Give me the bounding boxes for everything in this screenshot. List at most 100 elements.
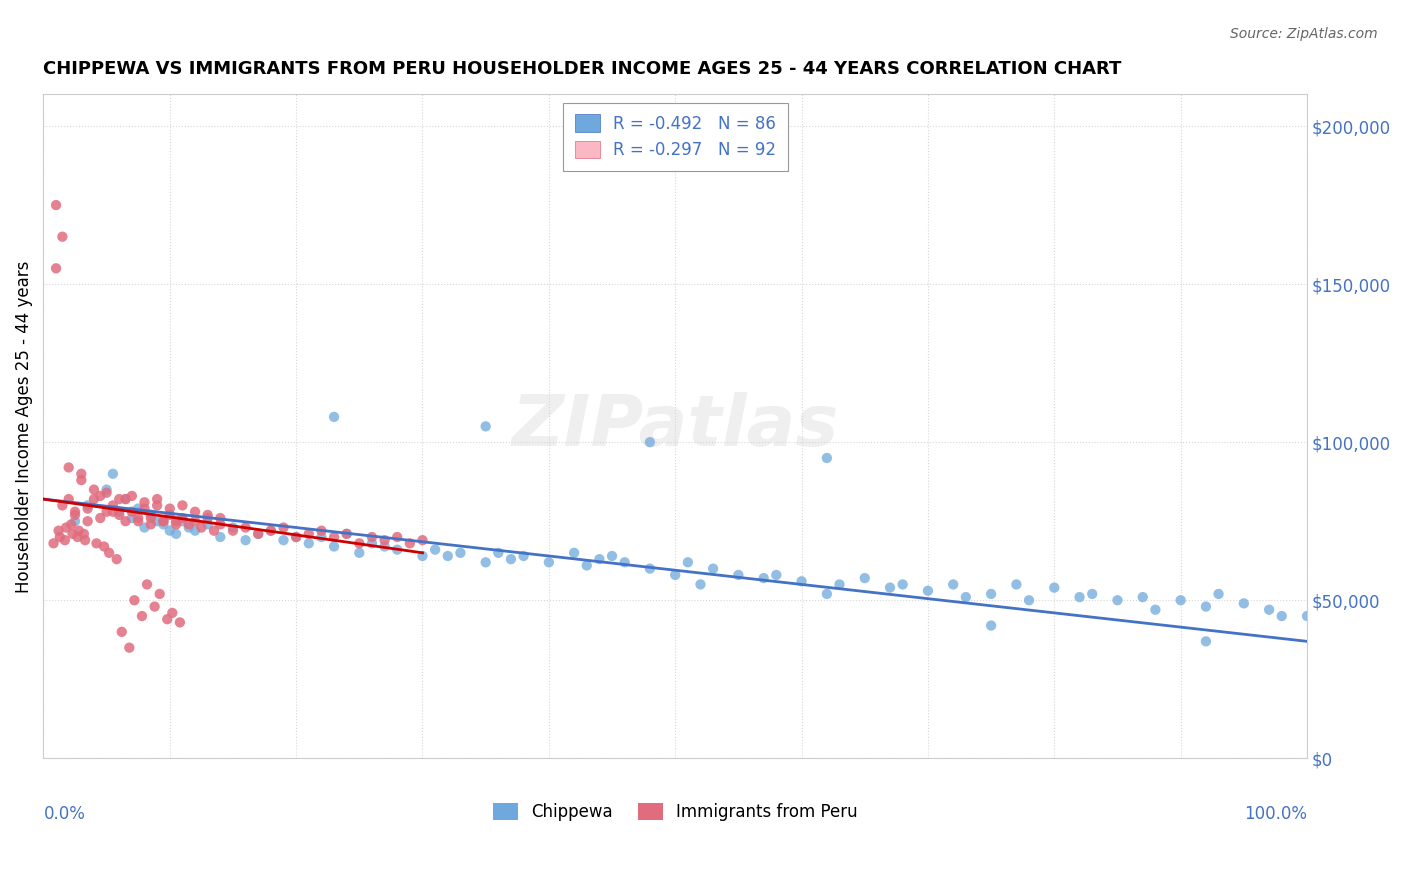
- Point: [349, 536, 371, 550]
- Point: [108, 508, 131, 522]
- Point: [53, 533, 76, 548]
- Point: [222, 520, 245, 534]
- Point: [51, 499, 73, 513]
- Point: [177, 517, 200, 532]
- Point: [202, 524, 225, 538]
- Point: [76, 514, 98, 528]
- Point: [159, 501, 181, 516]
- Point: [980, 618, 1002, 632]
- Point: [879, 581, 901, 595]
- Point: [76, 499, 98, 513]
- Point: [66, 530, 89, 544]
- Point: [152, 514, 174, 528]
- Point: [562, 546, 585, 560]
- Point: [96, 485, 118, 500]
- Point: [1170, 593, 1192, 607]
- Point: [152, 514, 174, 528]
- Point: [63, 508, 86, 522]
- Point: [285, 530, 308, 544]
- Point: [336, 526, 359, 541]
- Point: [165, 517, 187, 532]
- Point: [689, 577, 711, 591]
- Point: [73, 526, 96, 541]
- Point: [139, 508, 162, 522]
- Point: [165, 526, 187, 541]
- Point: [89, 511, 111, 525]
- Point: [209, 511, 232, 525]
- Point: [127, 511, 149, 525]
- Point: [146, 492, 169, 507]
- Point: [184, 514, 207, 528]
- Point: [169, 615, 191, 630]
- Point: [162, 606, 184, 620]
- Point: [58, 460, 80, 475]
- Point: [98, 546, 121, 560]
- Point: [891, 577, 914, 591]
- Point: [411, 533, 433, 548]
- Legend: Chippewa, Immigrants from Peru: Chippewa, Immigrants from Peru: [485, 795, 866, 830]
- Point: [361, 536, 384, 550]
- Point: [172, 499, 194, 513]
- Point: [613, 555, 636, 569]
- Point: [45, 198, 67, 212]
- Point: [349, 546, 371, 560]
- Point: [1144, 603, 1167, 617]
- Point: [436, 549, 458, 563]
- Point: [676, 555, 699, 569]
- Point: [298, 526, 321, 541]
- Point: [499, 552, 522, 566]
- Point: [474, 419, 496, 434]
- Point: [108, 505, 131, 519]
- Point: [149, 587, 172, 601]
- Point: [815, 587, 838, 601]
- Point: [156, 612, 179, 626]
- Point: [55, 520, 77, 534]
- Point: [537, 555, 560, 569]
- Point: [105, 552, 128, 566]
- Point: [96, 505, 118, 519]
- Point: [146, 499, 169, 513]
- Point: [62, 526, 84, 541]
- Point: [101, 467, 124, 481]
- Point: [600, 549, 623, 563]
- Point: [853, 571, 876, 585]
- Point: [58, 492, 80, 507]
- Point: [197, 511, 219, 525]
- Text: CHIPPEWA VS IMMIGRANTS FROM PERU HOUSEHOLDER INCOME AGES 25 - 44 YEARS CORRELATI: CHIPPEWA VS IMMIGRANTS FROM PERU HOUSEHO…: [44, 60, 1122, 78]
- Point: [1258, 603, 1281, 617]
- Point: [323, 540, 346, 554]
- Point: [235, 520, 257, 534]
- Point: [209, 517, 232, 532]
- Point: [197, 508, 219, 522]
- Point: [1208, 587, 1230, 601]
- Point: [121, 489, 143, 503]
- Point: [727, 568, 749, 582]
- Point: [638, 561, 661, 575]
- Point: [121, 511, 143, 525]
- Point: [51, 229, 73, 244]
- Text: 0.0%: 0.0%: [44, 805, 86, 822]
- Point: [101, 499, 124, 513]
- Point: [101, 505, 124, 519]
- Point: [588, 552, 610, 566]
- Point: [45, 261, 67, 276]
- Point: [260, 524, 283, 538]
- Point: [152, 517, 174, 532]
- Point: [311, 524, 333, 538]
- Point: [235, 533, 257, 548]
- Point: [63, 505, 86, 519]
- Point: [298, 536, 321, 550]
- Point: [1195, 599, 1218, 614]
- Point: [222, 524, 245, 538]
- Point: [114, 492, 136, 507]
- Point: [139, 517, 162, 532]
- Point: [323, 409, 346, 424]
- Point: [96, 483, 118, 497]
- Point: [575, 558, 598, 573]
- Point: [76, 501, 98, 516]
- Text: 100.0%: 100.0%: [1244, 805, 1308, 822]
- Point: [955, 590, 977, 604]
- Point: [474, 555, 496, 569]
- Point: [131, 609, 153, 624]
- Point: [980, 587, 1002, 601]
